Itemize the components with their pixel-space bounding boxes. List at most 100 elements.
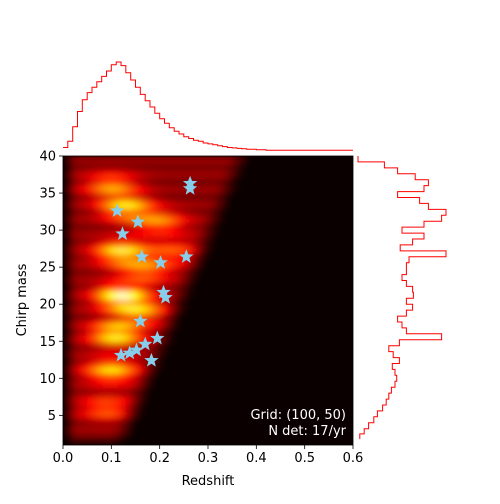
heatmap-cell	[123, 387, 129, 393]
heatmap-cell	[98, 406, 104, 412]
heatmap-cell	[188, 290, 194, 297]
heatmap-cell	[108, 396, 114, 403]
heatmap-cell	[108, 271, 114, 278]
heatmap-cell	[118, 175, 124, 181]
heatmap-cell	[103, 339, 109, 345]
heatmap-cell	[113, 252, 119, 258]
heatmap-cell	[108, 218, 114, 225]
heatmap-cell	[83, 218, 89, 225]
heatmap-cell	[168, 295, 174, 302]
heatmap-cell	[133, 324, 139, 330]
heatmap-cell	[148, 189, 154, 196]
heatmap-cell	[73, 237, 79, 244]
heatmap-cell	[163, 305, 169, 311]
heatmap-cell	[158, 228, 164, 234]
heatmap-cell	[88, 358, 94, 364]
heatmap-cell	[63, 228, 69, 234]
heatmap-cell	[173, 228, 179, 234]
heatmap-cell	[163, 184, 169, 191]
heatmap-cell	[223, 180, 229, 186]
heatmap-cell	[198, 261, 204, 268]
heatmap-cell	[153, 310, 159, 316]
heatmap-cell	[108, 180, 114, 186]
heatmap-cell	[123, 156, 129, 162]
heatmap-cell	[98, 290, 104, 297]
heatmap-cell	[228, 184, 234, 191]
heatmap-cell	[128, 194, 134, 200]
y-axis-label: Chirp mass	[15, 263, 30, 336]
heatmap-cell	[148, 204, 154, 210]
heatmap-cell	[98, 392, 104, 398]
heatmap-cell	[218, 184, 224, 191]
heatmap-cell	[103, 194, 109, 200]
heatmap-cell	[98, 314, 104, 321]
heatmap-cell	[193, 223, 199, 229]
heatmap-cell	[188, 271, 194, 278]
heatmap-cell	[173, 180, 179, 186]
heatmap-cell	[118, 247, 124, 253]
heatmap-cell	[68, 396, 74, 403]
heatmap-cell	[183, 271, 189, 278]
heatmap-cell	[188, 213, 194, 220]
heatmap-cell	[163, 204, 169, 210]
heatmap-cell	[68, 228, 74, 234]
heatmap-cell	[148, 257, 154, 263]
heatmap-cell	[193, 204, 199, 210]
heatmap-cell	[63, 382, 69, 388]
heatmap-cell	[78, 266, 84, 273]
heatmap-cell	[118, 276, 124, 282]
heatmap-cell	[173, 237, 179, 244]
heatmap-cell	[128, 252, 134, 258]
heatmap-cell	[88, 377, 94, 383]
heatmap-cell	[163, 261, 169, 268]
heatmap-cell	[113, 170, 119, 176]
heatmap-cell	[138, 300, 144, 306]
heatmap-cell	[113, 156, 119, 162]
heatmap-cell	[223, 156, 229, 162]
heatmap-cell	[138, 170, 144, 176]
heatmap-cell	[138, 396, 144, 403]
heatmap-cell	[113, 348, 119, 355]
heatmap-cell	[143, 314, 149, 321]
heatmap-cell	[178, 242, 184, 249]
heatmap-cell	[108, 339, 114, 345]
heatmap-cell	[163, 170, 169, 176]
heatmap-cell	[63, 213, 69, 220]
heatmap-cell	[98, 430, 104, 436]
heatmap-cell	[103, 387, 109, 393]
heatmap-cell	[103, 334, 109, 340]
heatmap-cell	[83, 237, 89, 244]
heatmap-cell	[113, 358, 119, 364]
chirp-mass-marginal-histogram	[357, 156, 447, 440]
heatmap-cell	[168, 271, 174, 278]
heatmap-cell	[83, 358, 89, 364]
heatmap-cell	[118, 281, 124, 287]
heatmap-cell	[198, 228, 204, 234]
heatmap-cell	[103, 242, 109, 249]
heatmap-cell	[158, 170, 164, 176]
heatmap-cell	[93, 420, 99, 427]
heatmap-cell	[153, 319, 159, 326]
heatmap-cell	[93, 319, 99, 326]
heatmap-cell	[68, 242, 74, 249]
heatmap-cell	[178, 156, 184, 162]
heatmap-cell	[148, 208, 154, 215]
heatmap-cell	[223, 170, 229, 176]
heatmap-cell	[83, 411, 89, 417]
heatmap-cell	[223, 184, 229, 191]
heatmap-cell	[63, 257, 69, 263]
heatmap-cell	[113, 257, 119, 263]
heatmap-cell	[153, 228, 159, 234]
heatmap-cell	[173, 300, 179, 306]
heatmap-cell	[88, 396, 94, 403]
heatmap-cell	[128, 218, 134, 225]
heatmap-cell	[118, 156, 124, 162]
heatmap-cell	[103, 156, 109, 162]
heatmap-cell	[158, 194, 164, 200]
heatmap-cell	[93, 199, 99, 205]
heatmap-cell	[118, 314, 124, 321]
heatmap-cell	[163, 334, 169, 340]
heatmap-cell	[138, 406, 144, 412]
heatmap-cell	[123, 363, 129, 369]
heatmap-cell	[118, 286, 124, 292]
